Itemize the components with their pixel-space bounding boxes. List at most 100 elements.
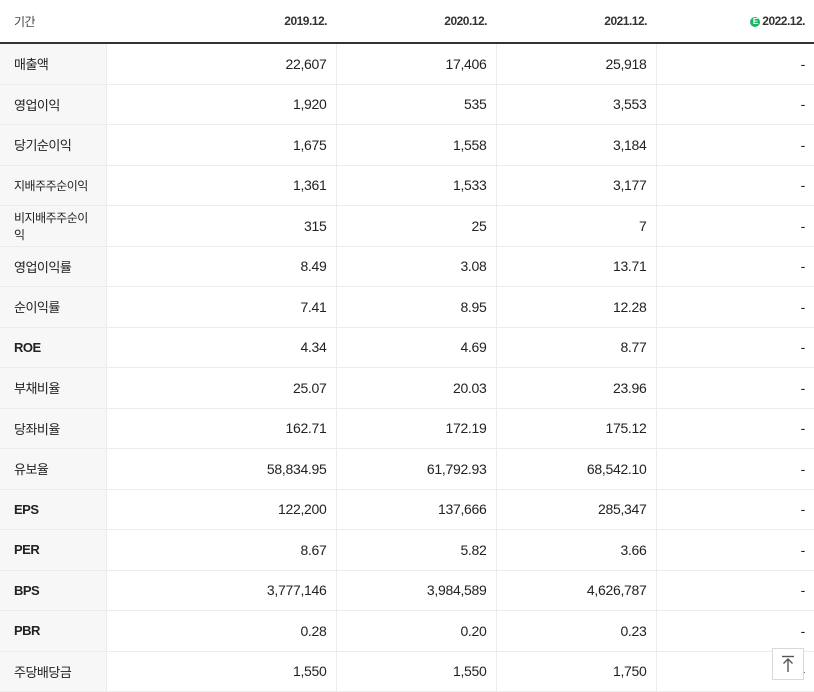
scroll-to-top-button[interactable]: [772, 648, 804, 680]
table-row: 주당배당금 1,550 1,550 1,750 -: [0, 650, 814, 692]
cell-value: 12.28: [495, 286, 656, 328]
cell-value: 3,984,589: [335, 570, 496, 611]
period-2022-label: 2022.12.: [762, 14, 805, 28]
cell-value: 1,550: [105, 650, 336, 692]
table-row: EPS 122,200 137,666 285,347 -: [0, 488, 814, 530]
period-2019: 2019.12.: [106, 0, 336, 44]
cell-value: -: [655, 43, 814, 85]
row-label: 당기순이익: [0, 124, 106, 166]
cell-value: -: [655, 408, 814, 449]
cell-value: 23.96: [495, 367, 656, 409]
table-row: 당좌비율 162.71 172.19 175.12 -: [0, 408, 814, 449]
table-row: 지배주주순이익 1,361 1,533 3,177 -: [0, 165, 814, 206]
table-row: BPS 3,777,146 3,984,589 4,626,787 -: [0, 570, 814, 611]
table-row: 매출액 22,607 17,406 25,918 -: [0, 43, 814, 85]
row-label: EPS: [0, 488, 106, 530]
cell-value: 25: [335, 205, 496, 247]
cell-value: -: [655, 367, 814, 409]
cell-value: 137,666: [335, 488, 496, 530]
cell-value: -: [655, 529, 814, 571]
table-row: 영업이익 1,920 535 3,553 -: [0, 84, 814, 125]
cell-value: 8.67: [105, 529, 336, 571]
table-row: PER 8.67 5.82 3.66 -: [0, 529, 814, 571]
cell-value: 1,533: [335, 165, 496, 206]
table-row: PBR 0.28 0.20 0.23 -: [0, 610, 814, 652]
cell-value: -: [655, 570, 814, 611]
cell-value: 1,675: [105, 124, 336, 166]
cell-value: 0.23: [495, 610, 656, 652]
row-label: 부채비율: [0, 367, 106, 409]
cell-value: -: [655, 488, 814, 530]
cell-value: 13.71: [495, 245, 656, 287]
cell-value: -: [655, 124, 814, 166]
cell-value: -: [655, 286, 814, 328]
row-label: PBR: [0, 610, 106, 652]
cell-value: 535: [335, 84, 496, 125]
row-label: 지배주주순이익: [0, 165, 106, 206]
row-label: 주당배당금: [0, 650, 106, 692]
cell-value: 3,184: [495, 124, 656, 166]
table-header-row: 기간 2019.12. 2020.12. 2021.12. E 2022.12.: [0, 0, 814, 44]
table-row: 영업이익률 8.49 3.08 13.71 -: [0, 245, 814, 287]
cell-value: 175.12: [495, 408, 656, 449]
period-header-label: 기간: [0, 0, 106, 44]
table-row: 비지배주주순이익 315 25 7 -: [0, 205, 814, 247]
cell-value: 3.66: [495, 529, 656, 571]
period-2021: 2021.12.: [496, 0, 656, 44]
row-label: PER: [0, 529, 106, 571]
cell-value: -: [655, 448, 814, 490]
cell-value: 25.07: [105, 367, 336, 409]
period-2020: 2020.12.: [336, 0, 496, 44]
row-label: 영업이익률: [0, 245, 106, 287]
table-row: ROE 4.34 4.69 8.77 -: [0, 327, 814, 368]
cell-value: -: [655, 165, 814, 206]
cell-value: 3,553: [495, 84, 656, 125]
arrow-up-to-top-icon: [782, 655, 794, 672]
cell-value: 68,542.10: [495, 448, 656, 490]
table-row: 당기순이익 1,675 1,558 3,184 -: [0, 124, 814, 166]
table-row: 유보율 58,834.95 61,792.93 68,542.10 -: [0, 448, 814, 490]
cell-value: 3,177: [495, 165, 656, 206]
table-row: 부채비율 25.07 20.03 23.96 -: [0, 367, 814, 409]
cell-value: 1,920: [105, 84, 336, 125]
cell-value: 0.20: [335, 610, 496, 652]
cell-value: 25,918: [495, 43, 656, 85]
cell-value: 22,607: [105, 43, 336, 85]
cell-value: -: [655, 610, 814, 652]
cell-value: 1,558: [335, 124, 496, 166]
table-row: 순이익률 7.41 8.95 12.28 -: [0, 286, 814, 328]
row-label: 매출액: [0, 43, 106, 85]
row-label: 순이익률: [0, 286, 106, 328]
cell-value: 7: [495, 205, 656, 247]
cell-value: 5.82: [335, 529, 496, 571]
cell-value: -: [655, 245, 814, 287]
cell-value: 1,750: [495, 650, 656, 692]
cell-value: 8.95: [335, 286, 496, 328]
cell-value: 58,834.95: [105, 448, 336, 490]
estimate-badge-icon: E: [750, 17, 761, 27]
cell-value: 122,200: [105, 488, 336, 530]
row-label: ROE: [0, 327, 106, 368]
cell-value: 172.19: [335, 408, 496, 449]
cell-value: 4.34: [105, 327, 336, 368]
cell-value: 285,347: [495, 488, 656, 530]
cell-value: 315: [105, 205, 336, 247]
cell-value: -: [655, 327, 814, 368]
cell-value: 1,361: [105, 165, 336, 206]
row-label: 유보율: [0, 448, 106, 490]
cell-value: 1,550: [335, 650, 496, 692]
cell-value: 20.03: [335, 367, 496, 409]
cell-value: 4.69: [335, 327, 496, 368]
row-label: 영업이익: [0, 84, 106, 125]
cell-value: 4,626,787: [495, 570, 656, 611]
cell-value: 8.49: [105, 245, 336, 287]
cell-value: 61,792.93: [335, 448, 496, 490]
cell-value: 3,777,146: [105, 570, 336, 611]
cell-value: 17,406: [335, 43, 496, 85]
row-label: BPS: [0, 570, 106, 611]
cell-value: 0.28: [105, 610, 336, 652]
row-label: 비지배주주순이익: [0, 205, 106, 247]
cell-value: 7.41: [105, 286, 336, 328]
row-label: 당좌비율: [0, 408, 106, 449]
